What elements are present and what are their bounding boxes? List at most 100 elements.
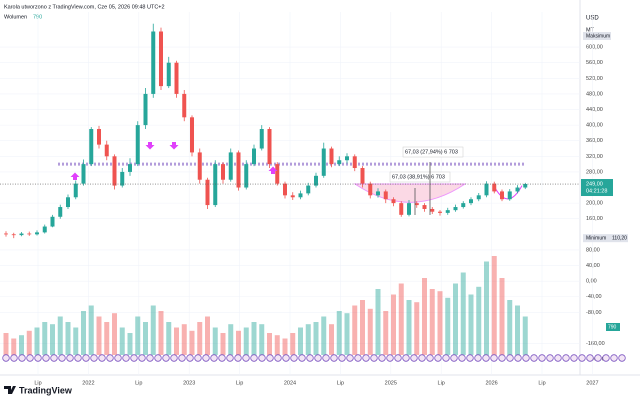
- volume-bar: [282, 338, 288, 355]
- candle-body: [213, 164, 218, 206]
- volume-bar: [484, 261, 489, 355]
- candle-body: [19, 233, 24, 236]
- y-tick-label: 40,00: [586, 263, 600, 269]
- candle-body: [236, 152, 241, 188]
- event-icon: [66, 354, 74, 362]
- candle-body: [197, 152, 202, 180]
- candle-body: [221, 164, 225, 180]
- volume-bar: [88, 305, 94, 355]
- event-icon: [570, 354, 578, 362]
- y-tick-label: 520,00: [586, 76, 603, 82]
- event-icon: [138, 354, 146, 362]
- event-icon: [618, 354, 626, 362]
- candle-body: [290, 195, 295, 198]
- min-box: [583, 234, 628, 243]
- volume-bar: [166, 322, 172, 355]
- candle-body: [515, 187, 520, 192]
- candle-body: [259, 129, 264, 149]
- event-icon: [98, 354, 106, 362]
- event-icon: [450, 354, 458, 362]
- volume-bar: [205, 316, 210, 355]
- event-icon: [514, 354, 522, 362]
- x-tick-label: Lip: [538, 380, 545, 386]
- last-price-label: 249,00: [586, 181, 603, 187]
- event-icon: [458, 354, 466, 362]
- volume-bar: [243, 327, 249, 355]
- candle-body: [104, 144, 109, 157]
- y-tick-label: 360,00: [586, 138, 603, 144]
- max-box: [583, 32, 611, 40]
- volume-bar: [468, 294, 474, 355]
- candle-body: [159, 31, 163, 87]
- y-tick-label: 280,00: [586, 169, 603, 175]
- y-tick-label: -80,00: [586, 310, 602, 316]
- measure-label: 67,03 (38,91%) 6 703: [392, 174, 445, 180]
- candle-body: [89, 129, 94, 165]
- event-icon: [234, 354, 242, 362]
- measure-box: [402, 146, 464, 158]
- volume-bar: [305, 324, 311, 355]
- event-icon: [322, 354, 330, 362]
- event-icon: [562, 354, 570, 362]
- event-icon: [226, 354, 234, 362]
- volume-bar: [298, 327, 303, 355]
- unit: MT: [586, 27, 595, 33]
- arrow: [169, 142, 179, 150]
- candle-body: [244, 164, 249, 188]
- candle-body: [399, 203, 404, 215]
- x-tick-label: 2024: [284, 380, 296, 386]
- volume-bar: [212, 327, 218, 355]
- candle-body: [352, 156, 357, 169]
- y-tick-label: 480,00: [586, 91, 603, 97]
- volume-bar: [360, 300, 365, 355]
- event-icon: [418, 354, 426, 362]
- volume-bar: [267, 333, 272, 355]
- event-icon: [210, 354, 218, 362]
- candle-body: [383, 191, 388, 200]
- candle-body: [166, 62, 171, 87]
- volume-bar: [398, 283, 404, 355]
- event-icon: [290, 354, 298, 362]
- event-icon: [106, 354, 114, 362]
- event-icon: [554, 354, 562, 362]
- event-icon: [2, 354, 10, 362]
- volume-bar: [251, 322, 257, 355]
- x-tick-label: Lip: [236, 380, 243, 386]
- candle-body: [81, 164, 86, 184]
- candle-body: [50, 216, 55, 227]
- event-icon: [610, 354, 618, 362]
- x-tick-label: 2026: [485, 380, 497, 386]
- x-tick-label: 2027: [586, 380, 598, 386]
- event-icon: [202, 354, 210, 362]
- event-icon: [434, 354, 442, 362]
- volume-bar: [437, 291, 443, 355]
- event-icon: [578, 354, 586, 362]
- event-icon: [346, 354, 354, 362]
- volume-bar: [522, 316, 528, 355]
- candle-body: [267, 129, 272, 165]
- volume-bar: [515, 305, 520, 355]
- volume-tag-label: 790: [608, 324, 617, 330]
- x-tick-label: Lip: [135, 380, 142, 386]
- candle-body: [461, 203, 466, 208]
- event-icon: [530, 354, 538, 362]
- event-icon: [338, 354, 346, 362]
- event-icon: [26, 354, 34, 362]
- event-icon: [306, 354, 314, 362]
- candle-body: [120, 171, 125, 186]
- event-icon: [466, 354, 474, 362]
- event-icon: [50, 354, 58, 362]
- volume-bar: [344, 313, 350, 355]
- volume-bar: [414, 302, 420, 355]
- volume-bar: [460, 272, 466, 355]
- volume-bar: [228, 324, 234, 355]
- event-icon: [522, 354, 530, 362]
- candle-body: [42, 226, 47, 233]
- y-tick-label: 0,00: [586, 279, 597, 285]
- candle-body: [507, 191, 512, 200]
- event-icon: [538, 354, 546, 362]
- x-tick-label: 2022: [82, 380, 94, 386]
